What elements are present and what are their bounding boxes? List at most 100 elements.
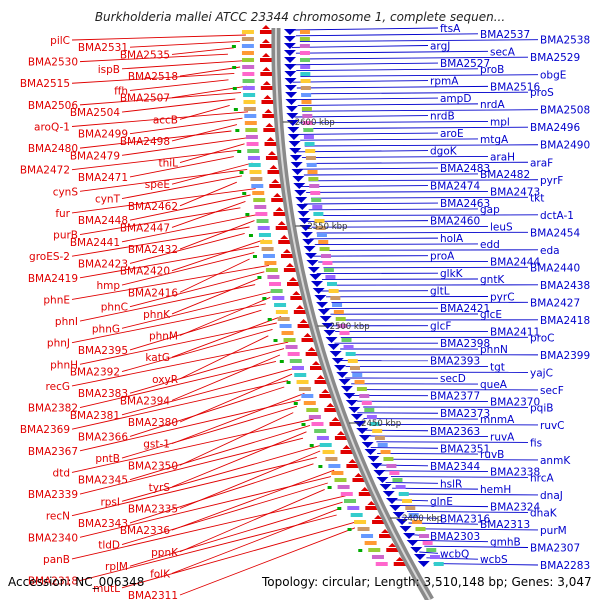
- gene-label[interactable]: phnI: [55, 316, 78, 328]
- gene-label[interactable]: BMA2462: [128, 201, 178, 213]
- gene-label[interactable]: dnaJ: [540, 490, 563, 502]
- gene-label[interactable]: pilC: [50, 35, 70, 47]
- gene-label[interactable]: araH: [490, 151, 515, 163]
- gene-label[interactable]: dnaK: [530, 507, 558, 519]
- gene-label[interactable]: BMA2363: [430, 426, 480, 438]
- gene-label[interactable]: gntK: [480, 274, 505, 286]
- gene-label[interactable]: mpl: [490, 116, 510, 128]
- gene-label[interactable]: rplM: [105, 561, 128, 573]
- gene-label[interactable]: BMA2508: [540, 105, 590, 117]
- gene-label[interactable]: accB: [153, 114, 178, 126]
- gene-label[interactable]: BMA2463: [440, 198, 490, 210]
- gene-label[interactable]: BMA2538: [540, 35, 590, 47]
- gene-label[interactable]: oxyR: [152, 374, 178, 386]
- gene-label[interactable]: BMA2498: [120, 136, 170, 148]
- gene-label[interactable]: BMA2340: [28, 532, 78, 544]
- gene-label[interactable]: phnC: [101, 302, 128, 314]
- gene-label[interactable]: BMA2416: [128, 287, 178, 299]
- gene-label[interactable]: phnK: [143, 309, 171, 321]
- gene-label[interactable]: hslR: [440, 478, 462, 490]
- gene-label[interactable]: mtgA: [480, 134, 509, 146]
- gene-label[interactable]: BMA2418: [540, 315, 590, 327]
- gene-label[interactable]: hrcA: [530, 472, 555, 484]
- gene-label[interactable]: proC: [530, 332, 555, 344]
- gene-label[interactable]: hmp: [96, 280, 120, 292]
- gene-label[interactable]: BMA2530: [28, 57, 78, 69]
- gene-label[interactable]: BMA2351: [440, 443, 490, 455]
- gene-label[interactable]: gmhB: [490, 537, 521, 549]
- gene-label[interactable]: phnG: [92, 323, 120, 335]
- gene-label[interactable]: pqiB: [530, 402, 553, 414]
- gene-label[interactable]: tkt: [530, 192, 544, 204]
- gene-label[interactable]: BMA2316: [440, 513, 490, 525]
- gene-label[interactable]: ppnK: [151, 547, 179, 559]
- gene-label[interactable]: ampD: [440, 93, 471, 105]
- gene-label[interactable]: glkK: [440, 268, 464, 280]
- gene-label[interactable]: phnH: [50, 359, 78, 371]
- gene-label[interactable]: BMA2399: [540, 350, 590, 362]
- gene-label[interactable]: BMA2438: [540, 280, 590, 292]
- gene-label[interactable]: nrdA: [480, 99, 505, 111]
- gene-label[interactable]: BMA2382: [28, 403, 78, 415]
- gene-label[interactable]: edd: [480, 239, 500, 251]
- gene-label[interactable]: BMA2420: [120, 266, 170, 278]
- gene-label[interactable]: anmK: [540, 455, 571, 467]
- gene-label[interactable]: BMA2473: [490, 186, 540, 198]
- gene-label[interactable]: pyrF: [540, 175, 563, 187]
- gene-label[interactable]: BMA2344: [430, 461, 480, 473]
- gene-label[interactable]: dgoK: [430, 146, 458, 158]
- gene-label[interactable]: BMA2373: [440, 408, 490, 420]
- gene-label[interactable]: BMA2444: [490, 256, 540, 268]
- gene-label[interactable]: ruvA: [490, 432, 515, 444]
- gene-label[interactable]: glcE: [480, 309, 502, 321]
- gene-label[interactable]: argJ: [430, 41, 450, 53]
- gene-label[interactable]: mutL: [93, 583, 120, 595]
- gene-label[interactable]: secA: [490, 46, 516, 58]
- gene-label[interactable]: gltL: [430, 286, 450, 298]
- gene-label[interactable]: recG: [46, 381, 70, 393]
- gene-label[interactable]: fis: [530, 437, 542, 449]
- gene-label[interactable]: BMA2394: [120, 395, 170, 407]
- gene-label[interactable]: BMA2448: [78, 215, 128, 227]
- gene-label[interactable]: BMA2398: [440, 338, 490, 350]
- gene-label[interactable]: ruvC: [540, 420, 565, 432]
- gene-label[interactable]: BMA2529: [530, 52, 580, 64]
- gene-label[interactable]: BMA2506: [28, 100, 78, 112]
- gene-label[interactable]: pyrC: [490, 292, 515, 304]
- gene-label[interactable]: holA: [440, 233, 464, 245]
- gene-label[interactable]: BMA2432: [128, 244, 178, 256]
- gene-label[interactable]: BMA2303: [430, 531, 480, 543]
- gene-label[interactable]: BMA2377: [430, 391, 480, 403]
- gene-label[interactable]: ispB: [98, 64, 120, 76]
- gene-label[interactable]: ruvB: [480, 449, 504, 461]
- gene-label[interactable]: BMA2504: [70, 107, 120, 119]
- gene-label[interactable]: ffh: [114, 85, 128, 97]
- gene-label[interactable]: BMA2527: [440, 58, 490, 70]
- gene-label[interactable]: nrdB: [430, 111, 455, 123]
- gene-label[interactable]: BMA2313: [480, 519, 530, 531]
- gene-label[interactable]: recN: [46, 511, 70, 523]
- gene-label[interactable]: purM: [540, 525, 567, 537]
- gene-label[interactable]: proA: [430, 251, 455, 263]
- gene-label[interactable]: BMA2350: [128, 460, 178, 472]
- gene-label[interactable]: BMA2370: [490, 397, 540, 409]
- gene-label[interactable]: BMA2460: [430, 216, 480, 228]
- gene-label[interactable]: gst-1: [143, 439, 170, 451]
- gene-label[interactable]: BMA2535: [120, 49, 170, 61]
- gene-label[interactable]: BMA2516: [490, 81, 540, 93]
- gene-label[interactable]: tldD: [98, 540, 120, 552]
- gene-label[interactable]: BMA2345: [78, 475, 128, 487]
- gene-label[interactable]: BMA2454: [530, 227, 580, 239]
- gene-label[interactable]: BMA2482: [480, 169, 530, 181]
- gene-label[interactable]: BMA2447: [120, 222, 170, 234]
- gene-label[interactable]: wcbQ: [440, 548, 469, 560]
- gene-label[interactable]: glcF: [430, 321, 451, 333]
- gene-label[interactable]: BMA2471: [78, 172, 128, 184]
- gene-label[interactable]: BMA2421: [440, 303, 490, 315]
- gene-label[interactable]: BMA2393: [430, 356, 480, 368]
- gene-label[interactable]: BMA2480: [28, 143, 78, 155]
- gene-label[interactable]: rpmA: [430, 76, 459, 88]
- gene-label[interactable]: BMA2380: [128, 417, 178, 429]
- gene-label[interactable]: BMA2499: [78, 129, 128, 141]
- gene-label[interactable]: BMA2419: [28, 273, 78, 285]
